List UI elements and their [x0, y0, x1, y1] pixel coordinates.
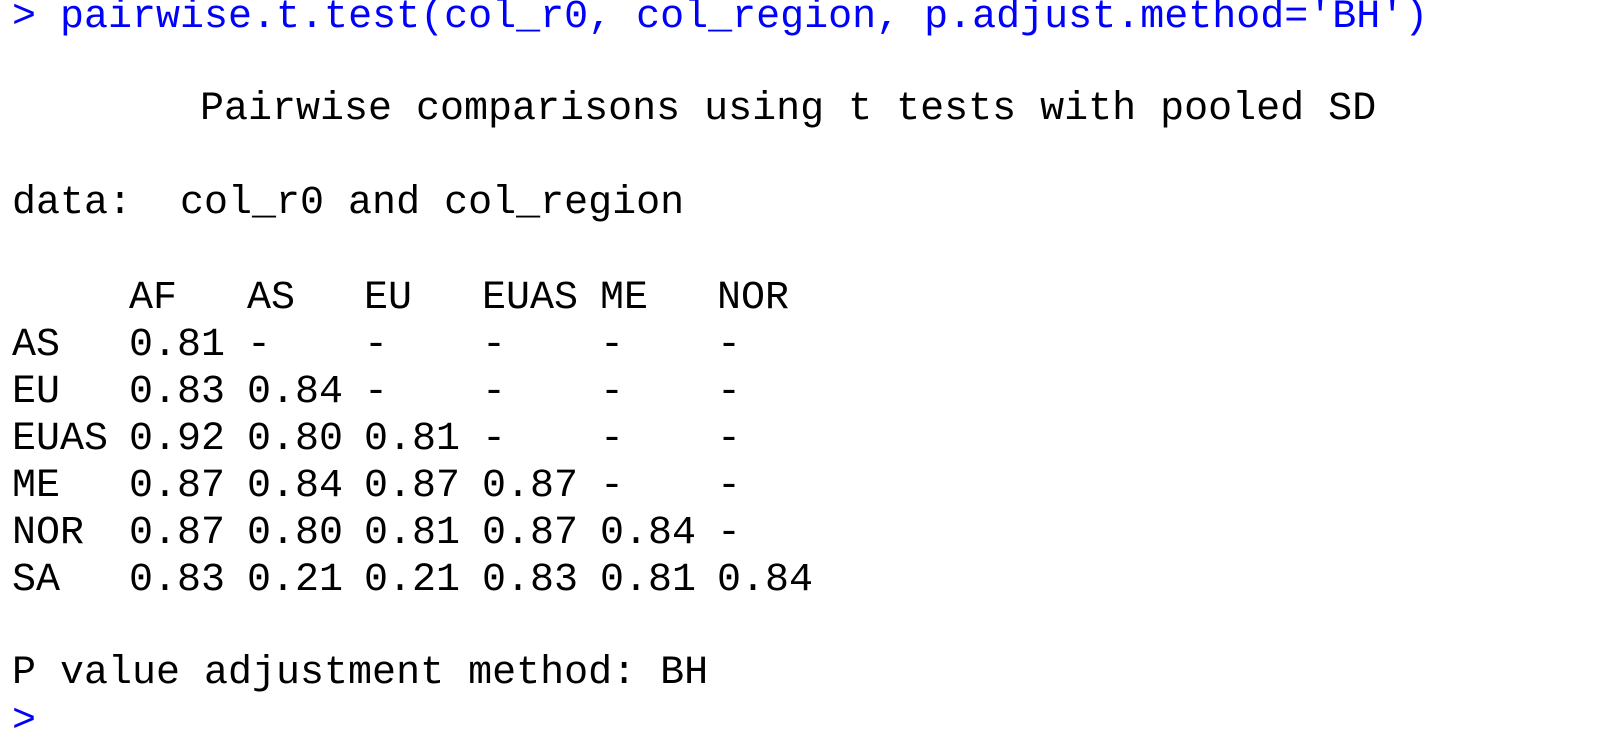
- adjustment-method-line: P value adjustment method: BH: [12, 651, 709, 696]
- row-label: NOR: [12, 511, 85, 556]
- table-cell: -: [600, 464, 625, 509]
- column-header: NOR: [717, 276, 790, 321]
- table-cell: -: [600, 417, 625, 462]
- table-cell: 0.81: [364, 417, 461, 462]
- row-label: SA: [12, 558, 61, 603]
- table-cell: 0.83: [129, 370, 226, 415]
- table-cell: 0.21: [364, 558, 461, 603]
- column-header: ME: [600, 276, 649, 321]
- table-cell: 0.84: [600, 511, 697, 556]
- table-cell: -: [717, 323, 742, 368]
- table-cell: 0.87: [129, 511, 226, 556]
- table-cell: 0.92: [129, 417, 226, 462]
- table-cell: 0.87: [482, 511, 579, 556]
- table-cell: 0.87: [129, 464, 226, 509]
- command-text: pairwise.t.test(col_r0, col_region, p.ad…: [60, 0, 1429, 40]
- table-cell: 0.83: [129, 558, 226, 603]
- table-cell: 0.84: [247, 370, 344, 415]
- table-cell: 0.83: [482, 558, 579, 603]
- table-cell: 0.87: [364, 464, 461, 509]
- table-cell: -: [717, 511, 742, 556]
- table-cell: 0.21: [247, 558, 344, 603]
- column-header: EU: [364, 276, 413, 321]
- table-cell: -: [247, 323, 272, 368]
- table-cell: 0.81: [129, 323, 226, 368]
- table-cell: -: [717, 417, 742, 462]
- table-cell: -: [717, 464, 742, 509]
- row-label: EU: [12, 370, 61, 415]
- table-cell: 0.80: [247, 511, 344, 556]
- row-label: ME: [12, 464, 61, 509]
- table-cell: -: [364, 370, 389, 415]
- table-cell: 0.81: [364, 511, 461, 556]
- table-cell: 0.87: [482, 464, 579, 509]
- table-cell: 0.81: [600, 558, 697, 603]
- data-description: data: col_r0 and col_region: [12, 181, 685, 226]
- output-title: Pairwise comparisons using t tests with …: [200, 87, 1377, 132]
- column-header: AF: [129, 276, 178, 321]
- command-line: > pairwise.t.test(col_r0, col_region, p.…: [12, 0, 1428, 42]
- table-cell: -: [482, 370, 507, 415]
- table-cell: -: [717, 370, 742, 415]
- table-cell: -: [364, 323, 389, 368]
- table-cell: 0.84: [717, 558, 814, 603]
- prompt-symbol: >: [12, 0, 61, 40]
- table-cell: -: [482, 417, 507, 462]
- r-console-output: > pairwise.t.test(col_r0, col_region, p.…: [12, 0, 1428, 744]
- row-label: EUAS: [12, 417, 109, 462]
- table-cell: -: [600, 323, 625, 368]
- table-cell: -: [600, 370, 625, 415]
- table-cell: 0.84: [247, 464, 344, 509]
- column-header: EUAS: [482, 276, 579, 321]
- row-label: AS: [12, 323, 61, 368]
- table-cell: -: [482, 323, 507, 368]
- column-header: AS: [247, 276, 296, 321]
- table-cell: 0.80: [247, 417, 344, 462]
- next-prompt[interactable]: >: [12, 699, 37, 744]
